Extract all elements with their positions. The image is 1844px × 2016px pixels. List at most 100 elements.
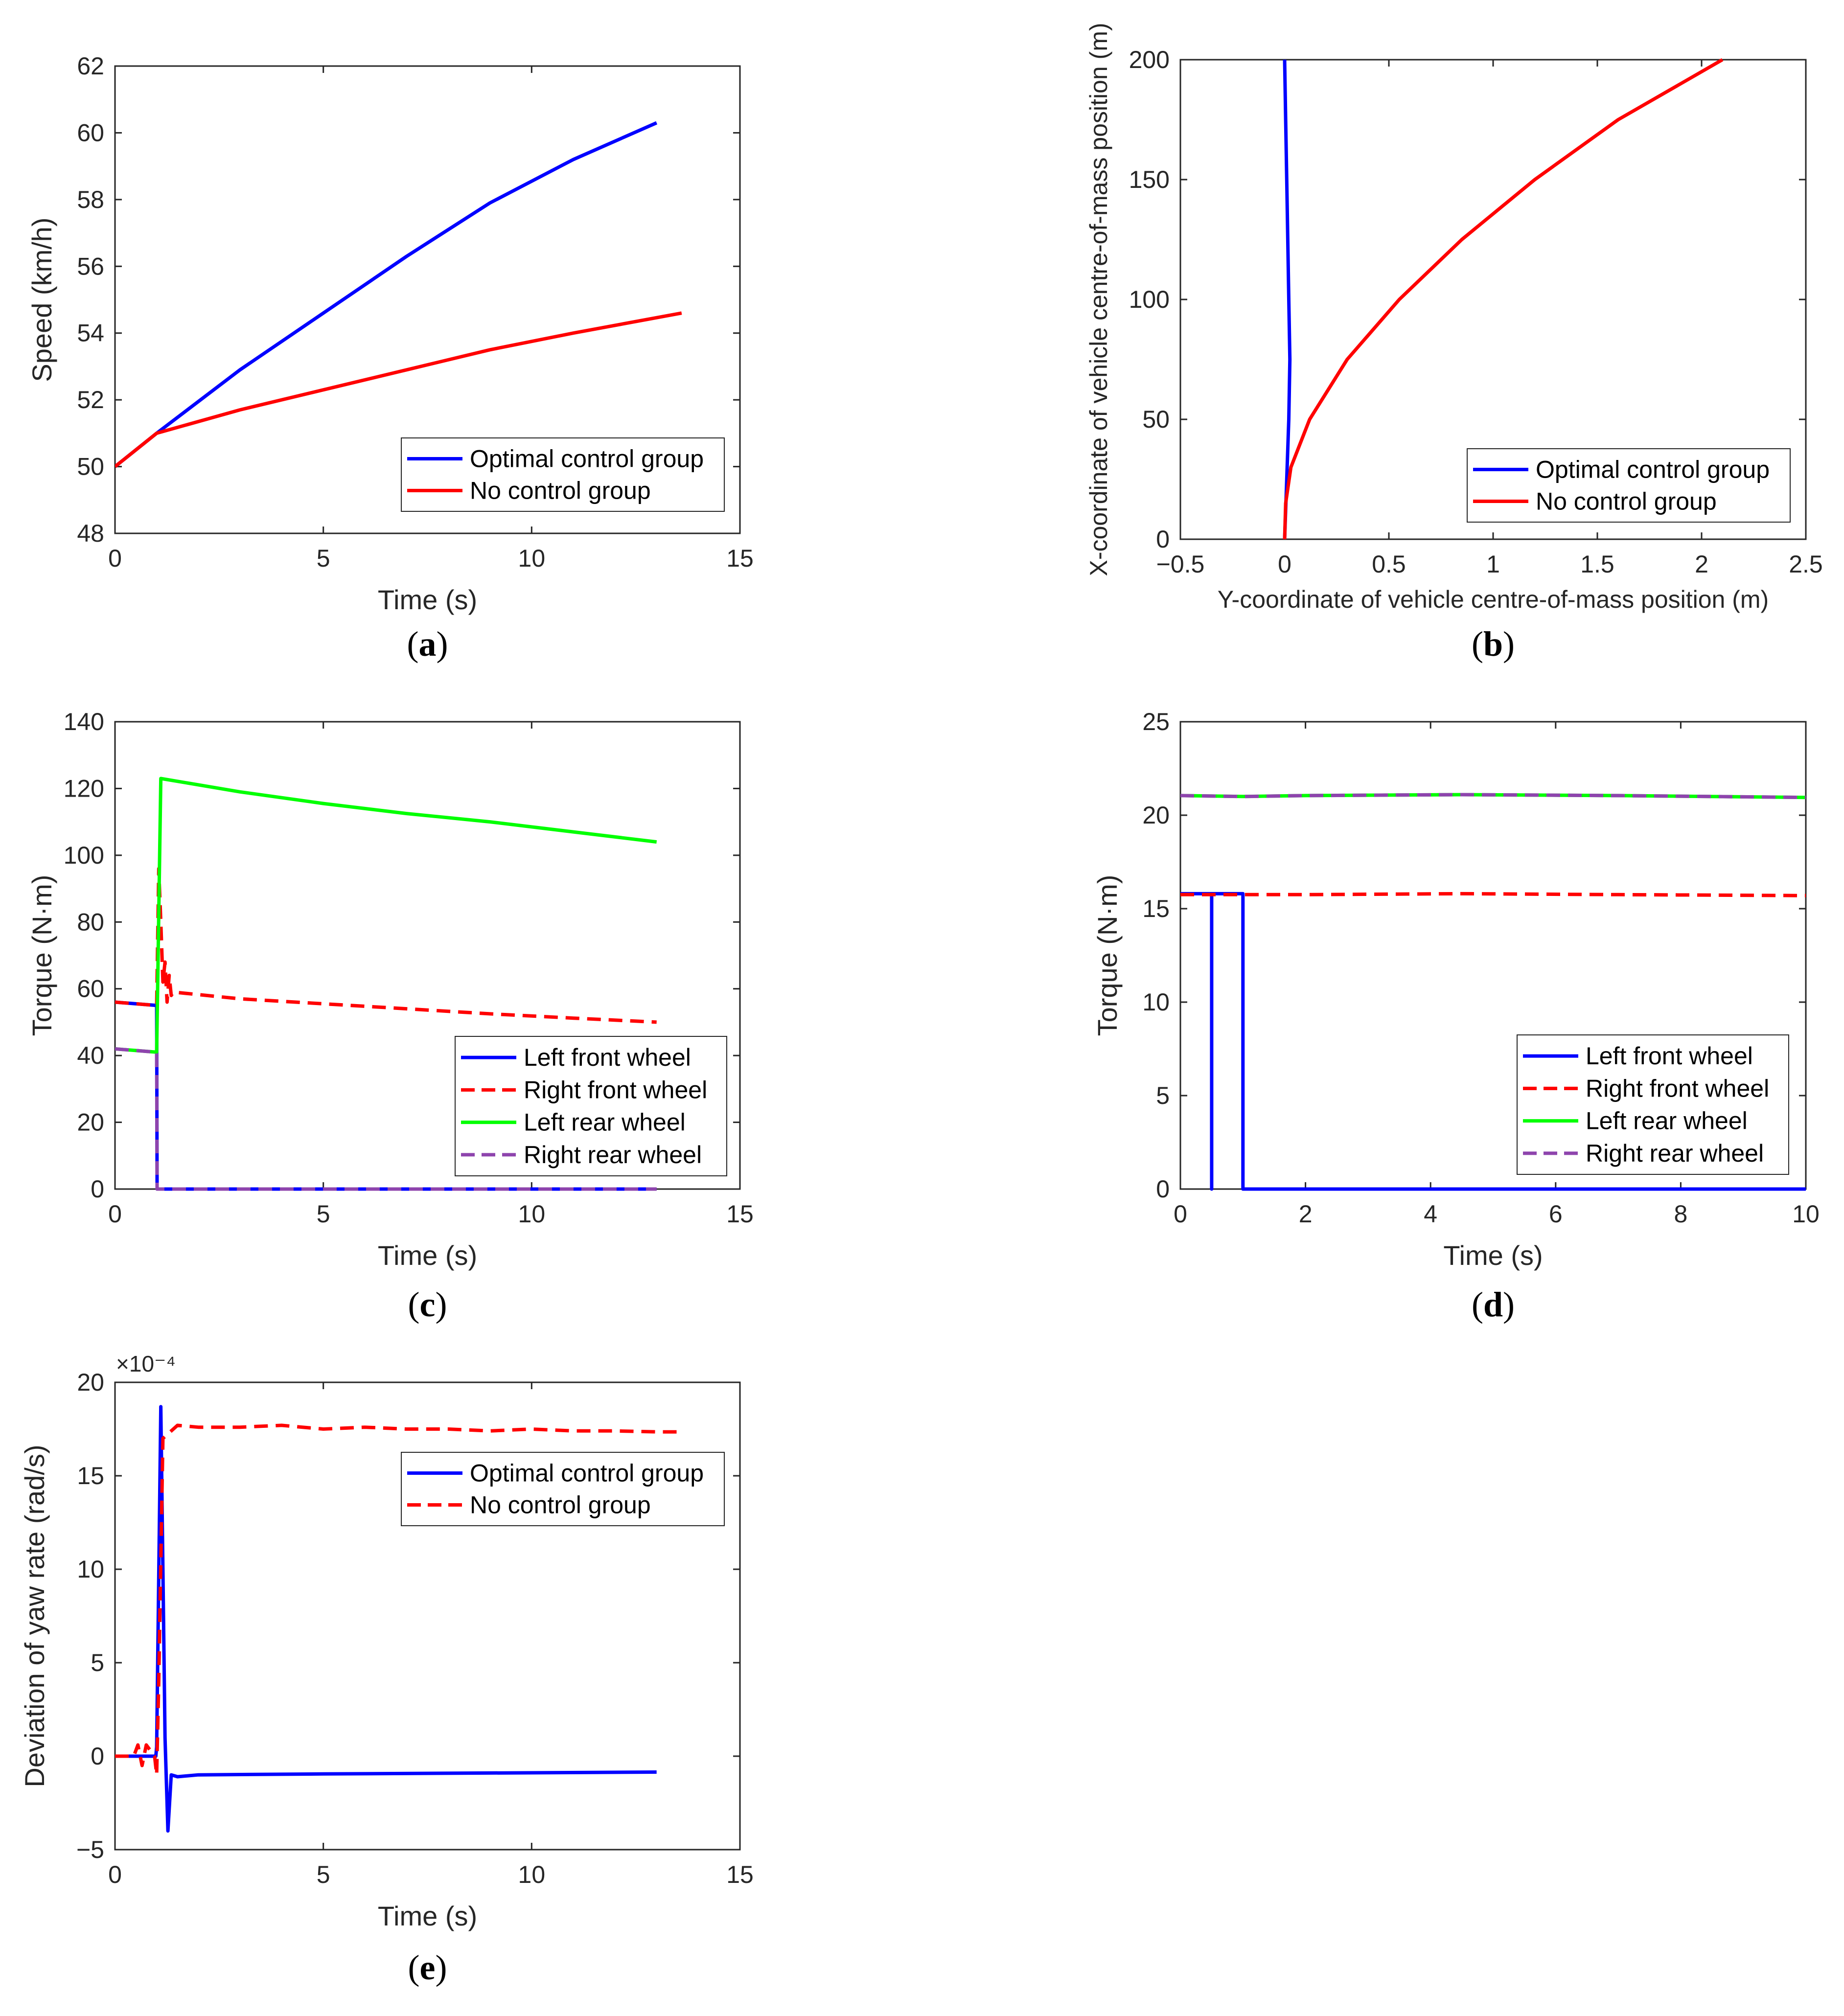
- legend-box: [401, 437, 725, 512]
- panel-caption: (e): [408, 1948, 447, 1987]
- y-tick-label: 62: [77, 52, 104, 80]
- legend-label: Left front wheel: [1586, 1042, 1753, 1070]
- y-axis-title: Speed (km/h): [26, 217, 57, 382]
- x-tick-label: 0.5: [1372, 550, 1406, 578]
- x-tick-label: 0: [1174, 1200, 1187, 1228]
- panel-caption: (d): [1472, 1285, 1515, 1324]
- y-tick-label: 140: [64, 708, 104, 735]
- x-tick-label: 6: [1549, 1200, 1563, 1228]
- y-tick-label: 40: [77, 1042, 104, 1069]
- legend-label: Right front wheel: [524, 1076, 707, 1103]
- y-tick-label: 50: [1142, 406, 1170, 433]
- y-tick-label: 120: [64, 775, 104, 802]
- x-tick-label: 5: [317, 1861, 330, 1888]
- x-axis-title: Time (s): [378, 1240, 477, 1271]
- series-line-left-rear-wheel: [115, 777, 657, 1054]
- legend-label: Left front wheel: [524, 1044, 691, 1071]
- y-tick-label: 25: [1142, 708, 1170, 735]
- series-layer: [1283, 58, 1724, 540]
- x-tick-label: 15: [726, 1861, 754, 1888]
- series-line-no-control-group: [1283, 58, 1724, 540]
- series-line-optimal-control-group: [1283, 59, 1292, 540]
- series-line-no-control-group: [115, 1423, 682, 1777]
- panel-caption-letter: b: [1483, 624, 1503, 664]
- y-tick-label: 100: [1129, 286, 1170, 313]
- legend-box: [401, 1452, 725, 1526]
- y-tick-label: 50: [77, 453, 104, 481]
- legend-box: [1467, 448, 1791, 523]
- y-tick-label: 80: [77, 908, 104, 936]
- x-tick-label: 5: [317, 545, 330, 572]
- y-tick-label: 48: [77, 520, 104, 547]
- y-tick-label: 60: [77, 975, 104, 1003]
- axis-exponent-label: ×10⁻⁴: [116, 1351, 176, 1376]
- y-tick-label: 0: [91, 1742, 104, 1770]
- x-tick-label: 4: [1424, 1200, 1437, 1228]
- chart-panel-b: −0.5 0 0.5 1 1.5 2 2.5050100150200Y-coordinate…: [1085, 23, 1823, 664]
- panel-caption: (c): [408, 1285, 447, 1324]
- x-axis-title: Time (s): [1443, 1240, 1543, 1271]
- legend: Optimal control group No control group: [401, 437, 725, 512]
- x-tick-label: 15: [726, 545, 754, 572]
- x-tick-label: 0: [108, 1861, 122, 1888]
- panel-caption-letter: d: [1483, 1285, 1503, 1324]
- y-tick-label: 58: [77, 186, 104, 213]
- y-tick-label: 56: [77, 252, 104, 280]
- y-tick-label: 20: [1142, 802, 1170, 829]
- x-tick-label: 10: [518, 1200, 546, 1228]
- x-tick-label: 2.5: [1789, 550, 1823, 578]
- legend-label: Optimal control group: [470, 1460, 704, 1487]
- series-line-right-rear-wheel: [1180, 793, 1806, 800]
- y-tick-label: 10: [1142, 988, 1170, 1016]
- legend-label: Right front wheel: [1586, 1075, 1769, 1102]
- legend-label: Left rear wheel: [1586, 1107, 1748, 1135]
- y-tick-label: 5: [91, 1649, 104, 1676]
- y-tick-label: 0: [1156, 526, 1170, 553]
- y-axis-title: Torque (N·m): [1092, 875, 1123, 1036]
- chart-panel-d: 0 2 4 6 8 10 0 5 10 15 20 25 Time (s) Torque (N·m) Lef…: [1092, 708, 1820, 1324]
- x-tick-label: 5: [317, 1200, 330, 1228]
- y-tick-label: 54: [77, 320, 104, 347]
- legend: Optimal control group No control group: [401, 1452, 725, 1526]
- series-layer: [115, 777, 657, 1191]
- legend-label: No control group: [470, 477, 651, 504]
- y-tick-label: 52: [77, 386, 104, 413]
- y-axis-title: Torque (N·m): [26, 875, 57, 1036]
- y-tick-label: 20: [77, 1109, 104, 1136]
- panel-caption-letter: e: [420, 1948, 436, 1987]
- legend-label: No control group: [1536, 488, 1717, 515]
- series-line-no-control-group: [115, 311, 682, 468]
- y-axis-title: X-coordinate of vehicle centre-of-mass p…: [1085, 23, 1112, 576]
- x-tick-label: 1.5: [1580, 550, 1614, 578]
- x-tick-label: 0: [108, 1200, 122, 1228]
- panel-caption-letter: a: [419, 624, 437, 664]
- x-tick-label: 10: [1792, 1200, 1820, 1228]
- y-tick-label: −5: [76, 1836, 104, 1863]
- legend-label: Optimal control group: [470, 445, 704, 473]
- panel-caption-letter: c: [420, 1285, 436, 1324]
- chart-panel-a: 0 5 10 15 48 50 52 54 56 58 60 62 Time (s) Speed (km/…: [26, 52, 754, 664]
- legend-box: [455, 1036, 727, 1176]
- x-axis-title: Time (s): [378, 1901, 477, 1931]
- y-tick-label: 5: [1156, 1082, 1170, 1109]
- y-tick-label: 15: [1142, 895, 1170, 922]
- x-tick-label: 10: [518, 1861, 546, 1888]
- y-tick-label: 0: [91, 1175, 104, 1203]
- x-tick-label: 15: [726, 1200, 754, 1228]
- legend: Left front wheel Right front wheel Left re…: [455, 1036, 727, 1176]
- y-tick-label: 150: [1129, 166, 1170, 193]
- y-tick-label: 15: [77, 1462, 104, 1489]
- series-layer: [115, 1405, 682, 1833]
- legend-label: Left rear wheel: [524, 1109, 686, 1136]
- panel-caption: (a): [407, 624, 448, 664]
- x-tick-label: 1: [1486, 550, 1500, 578]
- series-line-right-rear-wheel: [115, 1047, 657, 1191]
- legend: Optimal control group No control group: [1467, 448, 1791, 523]
- legend-label: Optimal control group: [1536, 456, 1770, 483]
- legend: Left front wheel Right front wheel Left re…: [1517, 1034, 1789, 1175]
- panel-caption: (b): [1472, 624, 1515, 664]
- x-axis-title: Time (s): [378, 584, 477, 615]
- x-tick-label: 2: [1695, 550, 1708, 578]
